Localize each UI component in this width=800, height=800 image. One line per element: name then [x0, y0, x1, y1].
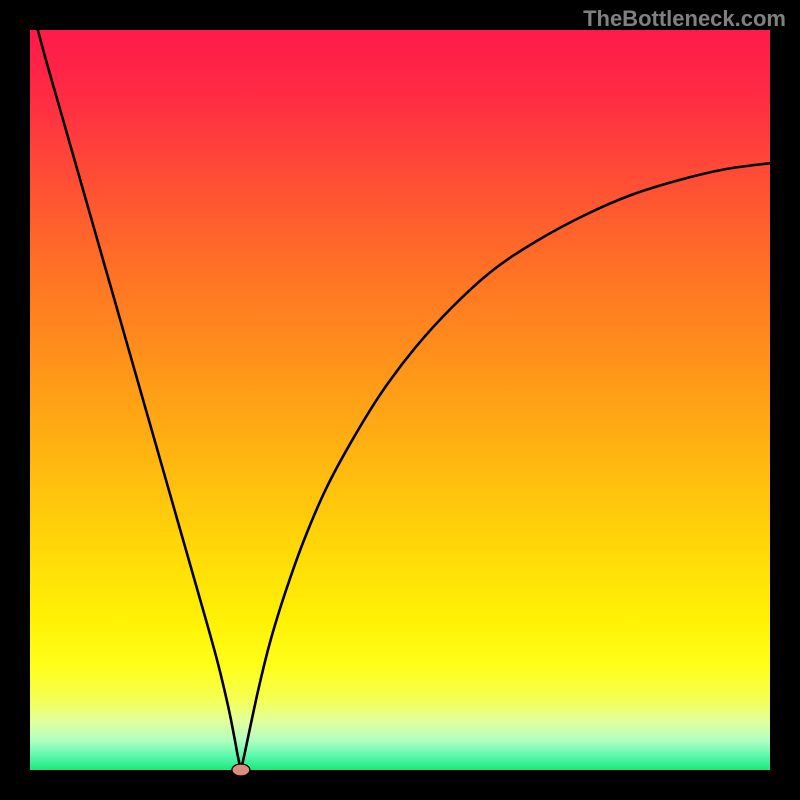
bottleneck-chart — [0, 0, 800, 800]
chart-container: TheBottleneck.com — [0, 0, 800, 800]
watermark-text: TheBottleneck.com — [583, 6, 786, 32]
optimum-marker — [232, 764, 250, 776]
gradient-background — [30, 30, 770, 770]
